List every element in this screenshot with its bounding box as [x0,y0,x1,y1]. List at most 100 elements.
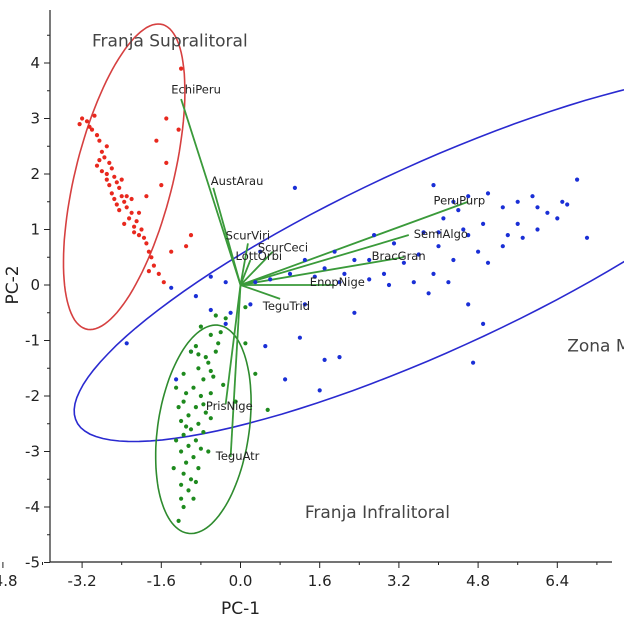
point-supralitoral [99,169,104,174]
point-infralitoral [243,341,248,346]
point-supralitoral [117,208,122,213]
point-mediolitoral [411,280,416,285]
point-mediolitoral [466,194,471,199]
point-supralitoral [134,219,139,224]
point-mediolitoral [416,252,421,257]
point-mediolitoral [342,271,347,276]
point-infralitoral [208,332,213,337]
ellipse-infralitoral [154,324,252,535]
point-supralitoral [144,241,149,246]
vector-lottorbi [239,259,252,286]
point-mediolitoral [431,271,436,276]
point-mediolitoral [530,194,535,199]
point-infralitoral [186,413,191,418]
point-supralitoral [132,230,137,235]
point-supralitoral [184,244,189,249]
x-tick-label: 4.8 [466,572,490,590]
point-supralitoral [124,194,129,199]
point-supralitoral [179,66,184,71]
point-supralitoral [104,177,109,182]
vector-scurviri [239,243,249,286]
point-mediolitoral [535,205,540,210]
y-tick-label: 0 [30,276,40,294]
point-infralitoral [201,430,206,435]
vector-labels: EchiPeru AustArau ScurViriScurCeciLottOrbi… [171,83,485,463]
point-supralitoral [139,227,144,232]
point-infralitoral [174,385,179,390]
point-mediolitoral [446,280,451,285]
point-supralitoral [169,249,174,254]
point-infralitoral [218,330,223,335]
point-mediolitoral [476,249,481,254]
point-infralitoral [181,371,186,376]
ellipse-supralitoral [62,23,186,331]
point-supralitoral [132,224,137,229]
point-supralitoral [141,235,147,240]
point-mediolitoral [322,357,327,362]
vector-label: EnopNige [310,275,365,289]
loading-vectors [180,98,469,458]
point-infralitoral [201,377,206,382]
x-tick-label: 0.0 [229,572,253,590]
point-mediolitoral [228,310,233,315]
point-mediolitoral [456,208,461,213]
point-mediolitoral [436,244,441,249]
point-supralitoral [104,171,109,177]
point-infralitoral [184,391,189,396]
point-infralitoral [233,399,238,404]
point-supralitoral [159,183,164,188]
vector-austarau [212,187,242,286]
x-tick-label: -4.8 [0,572,18,590]
point-infralitoral [188,349,194,354]
point-infralitoral [211,374,216,379]
point-mediolitoral [223,321,228,326]
point-supralitoral [102,155,107,160]
point-infralitoral [208,416,213,421]
point-mediolitoral [426,291,431,296]
point-supralitoral [136,233,142,238]
point-mediolitoral [208,307,213,313]
y-tick-label: 4 [30,54,40,72]
group-labels: Franja Supralitoral Zona Mediolitoral Fran… [92,31,624,523]
point-infralitoral [193,438,198,443]
point-infralitoral [179,449,184,454]
y-tick-label: -5 [25,554,40,572]
point-infralitoral [184,424,189,429]
point-mediolitoral [451,199,456,204]
point-supralitoral [151,263,156,268]
point-infralitoral [181,399,186,404]
point-mediolitoral [208,274,213,279]
point-supralitoral [77,122,82,127]
point-mediolitoral [283,377,288,382]
point-infralitoral [179,496,184,501]
point-mediolitoral [451,257,456,263]
point-supralitoral [122,199,127,204]
point-infralitoral [184,460,189,465]
point-mediolitoral [481,221,486,226]
point-supralitoral [80,116,85,121]
y-tick-label: 3 [30,110,40,128]
vector-label: BracGran [372,249,426,263]
group-label: Franja Infralitoral [305,503,450,523]
vector-label: LottOrbi [236,249,283,263]
point-supralitoral [119,194,124,199]
point-mediolitoral [332,249,337,254]
point-mediolitoral [515,199,520,204]
point-supralitoral [99,149,104,154]
point-supralitoral [164,160,169,165]
point-infralitoral [181,432,186,437]
point-mediolitoral [500,205,505,210]
point-infralitoral [201,402,206,407]
point-infralitoral [243,305,248,310]
point-infralitoral [223,316,228,321]
vector-perupurp [240,200,469,286]
vector-label: ScurCeci [258,241,308,255]
vector-semialgo [240,234,410,286]
point-infralitoral [179,482,184,487]
point-supralitoral [136,210,142,215]
y-tick-label: -4 [25,498,40,516]
vector-label: TeguAtr [215,449,260,463]
x-tick-label: -3.2 [67,572,96,590]
point-mediolitoral [337,355,342,360]
point-mediolitoral [381,271,387,276]
